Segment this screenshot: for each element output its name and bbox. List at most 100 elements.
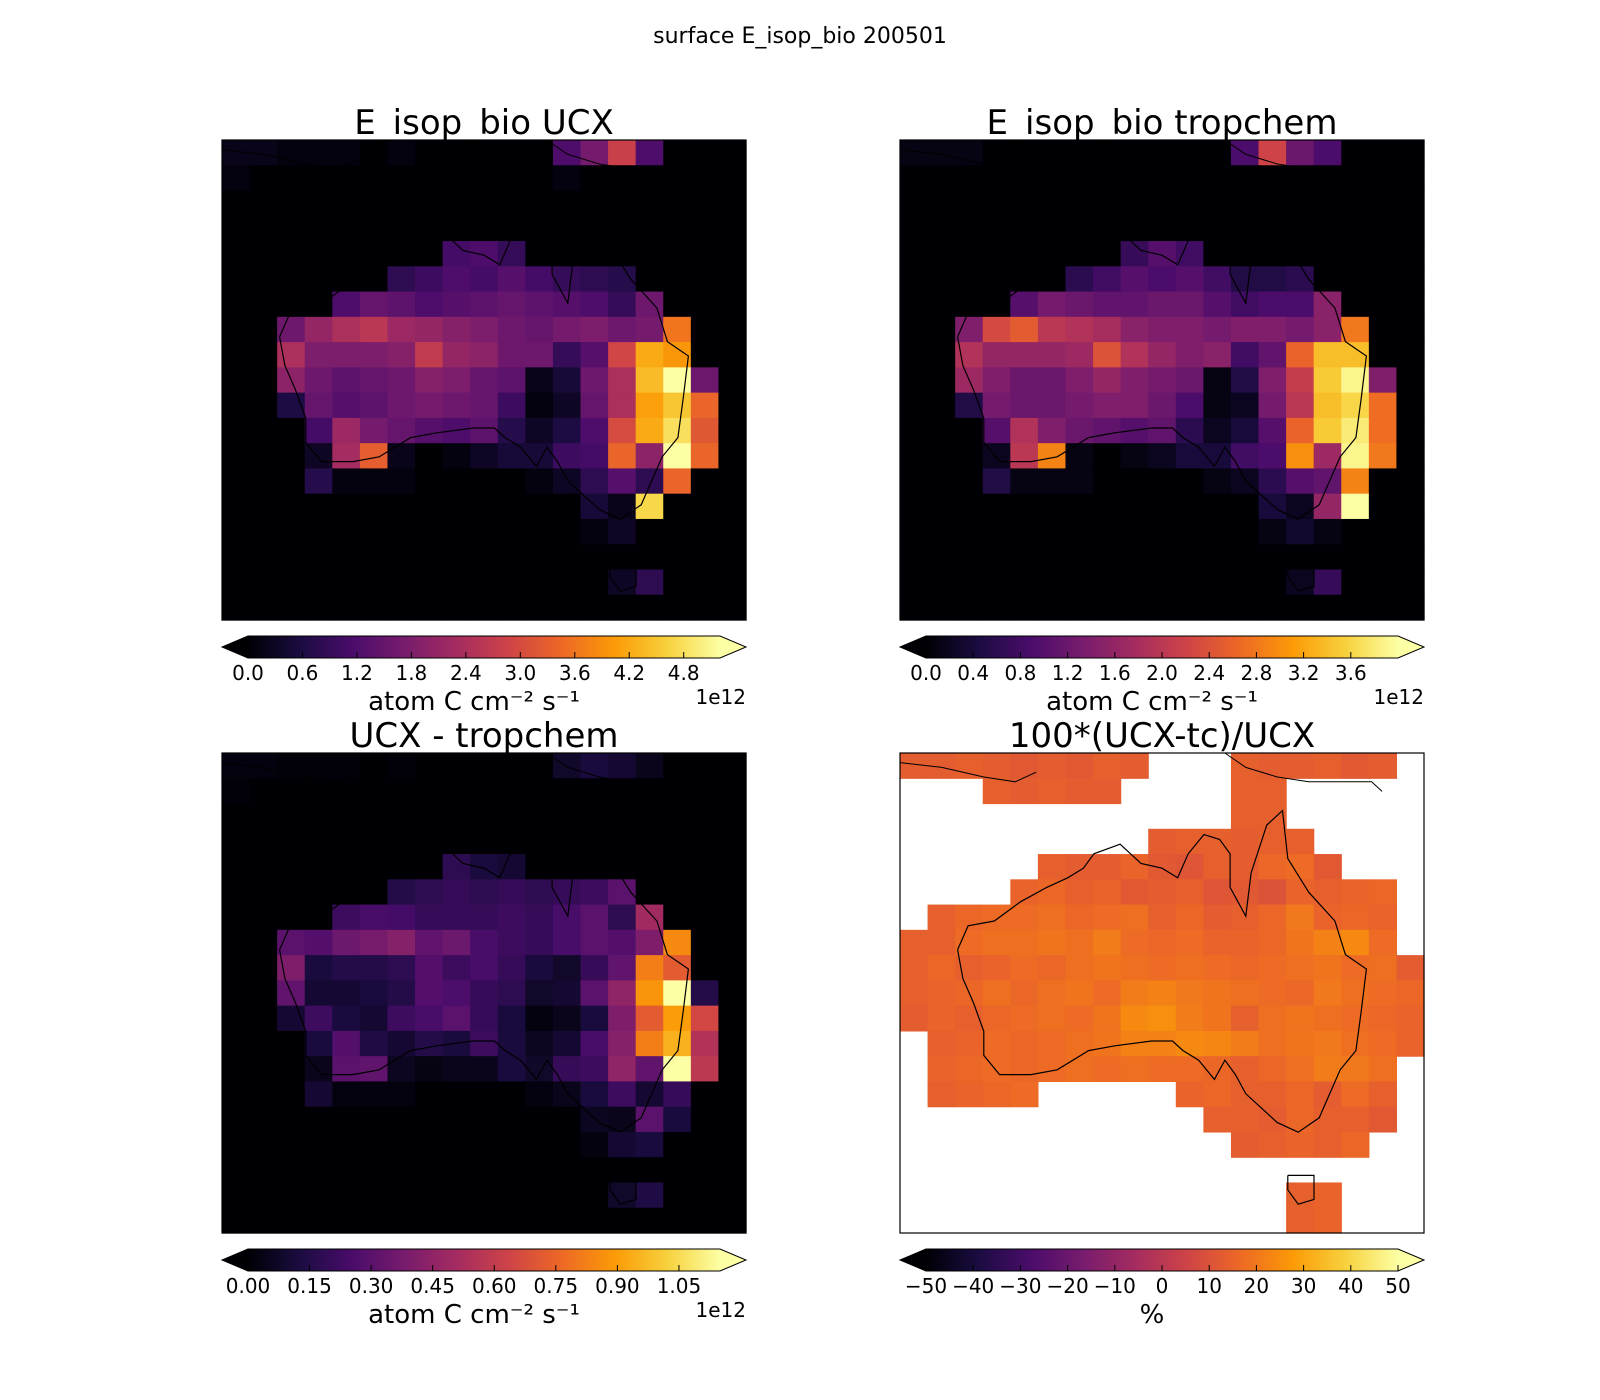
- heatmap-cell: [955, 904, 984, 931]
- heatmap-cell: [304, 753, 333, 779]
- heatmap-cell: [1065, 753, 1094, 779]
- colorbar-tick-label: 4.2: [613, 661, 645, 685]
- heatmap-cell: [608, 1056, 637, 1083]
- heatmap-cell: [525, 443, 554, 470]
- heatmap-cell: [580, 879, 609, 906]
- heatmap-cell: [1341, 291, 1370, 318]
- heatmap-cell: [415, 140, 444, 166]
- heatmap-cell: [580, 594, 609, 621]
- heatmap-cell: [718, 828, 747, 855]
- heatmap-cell: [359, 266, 389, 293]
- heatmap-cell: [497, 1157, 526, 1184]
- heatmap-cell: [608, 316, 637, 343]
- heatmap-cell: [1368, 753, 1398, 779]
- heatmap-cell: [1175, 594, 1204, 621]
- heatmap-cell: [332, 803, 361, 830]
- heatmap-cell: [608, 594, 637, 621]
- heatmap-cell: [277, 140, 306, 166]
- heatmap-cell: [1120, 980, 1149, 1007]
- heatmap-cell: [387, 753, 416, 779]
- heatmap-cell: [982, 778, 1011, 805]
- heatmap-cell: [415, 1106, 444, 1133]
- heatmap-cell: [1368, 140, 1398, 166]
- heatmap-cell: [1148, 1030, 1177, 1057]
- heatmap-cell: [718, 929, 747, 956]
- heatmap-cell: [332, 1056, 361, 1083]
- heatmap-cell: [1230, 1081, 1260, 1108]
- heatmap-cell: [690, 266, 720, 293]
- heatmap-cell: [442, 342, 471, 368]
- heatmap-cell: [1120, 291, 1149, 318]
- heatmap-cell: [442, 828, 471, 855]
- heatmap-cell: [1396, 569, 1425, 596]
- heatmap-cell: [1368, 1106, 1398, 1133]
- heatmap-cell: [1203, 1081, 1232, 1108]
- heatmap-cell: [982, 929, 1011, 956]
- heatmap-cell: [1148, 342, 1177, 368]
- heatmap-cell: [1341, 367, 1370, 394]
- heatmap-cell: [249, 980, 278, 1007]
- heatmap-cell: [927, 929, 956, 956]
- colorbar-tick-label: 0: [1156, 1274, 1169, 1298]
- heatmap-cell: [1175, 904, 1204, 931]
- heatmap-cell: [387, 929, 416, 956]
- colorbar: [248, 1249, 720, 1271]
- colorbar-tick-label: 2.4: [450, 661, 482, 685]
- heatmap-cell: [1010, 493, 1039, 520]
- heatmap-cell: [718, 778, 747, 805]
- heatmap-cell: [1093, 1056, 1122, 1083]
- heatmap-cell: [1175, 342, 1204, 368]
- panel-title: 100*(UCX-tc)/UCX: [1009, 716, 1315, 756]
- heatmap-cell: [900, 955, 929, 981]
- heatmap-cell: [690, 904, 720, 931]
- heatmap-cell: [1230, 1030, 1260, 1057]
- heatmap-cell: [635, 316, 664, 343]
- heatmap-cell: [580, 803, 609, 830]
- heatmap-cell: [442, 291, 471, 318]
- heatmap-cell: [982, 241, 1011, 267]
- heatmap-cell: [1341, 569, 1370, 596]
- heatmap-cell: [1258, 1106, 1287, 1133]
- heatmap-cell: [222, 1030, 251, 1057]
- heatmap-cell: [1175, 854, 1204, 880]
- heatmap-cell: [1010, 140, 1039, 166]
- heatmap-cell: [552, 544, 582, 571]
- heatmap-cell: [359, 1005, 389, 1032]
- colorbar-tick-label: 3.6: [559, 661, 591, 685]
- heatmap-cell: [1093, 392, 1122, 419]
- heatmap-cell: [359, 854, 389, 880]
- heatmap-cell: [1313, 215, 1342, 242]
- heatmap-cell: [1258, 544, 1287, 571]
- heatmap-cell: [1230, 904, 1260, 931]
- heatmap-cell: [1286, 879, 1315, 906]
- heatmap-cell: [222, 544, 251, 571]
- heatmap-cell: [387, 165, 416, 192]
- colorbar-tick-label: 20: [1244, 1274, 1269, 1298]
- heatmap-cell: [927, 904, 956, 931]
- heatmap-cell: [222, 904, 251, 931]
- heatmap-cell: [1258, 316, 1287, 343]
- heatmap-cell: [222, 342, 251, 368]
- heatmap-cell: [497, 1207, 526, 1234]
- tasmania-coastline: [1287, 561, 1315, 592]
- heatmap-cell: [387, 443, 416, 470]
- heatmap-cell: [1203, 417, 1232, 444]
- panel-diff: UCX - tropchem 0.00 0.15 0.30 0.45 0.60 0.75 0.…: [220, 716, 748, 1330]
- heatmap-cell: [442, 904, 471, 931]
- heatmap-cell: [249, 1056, 278, 1083]
- heatmap-cell: [525, 468, 554, 495]
- heatmap-cell: [1065, 266, 1094, 293]
- heatmap-cell: [277, 544, 306, 571]
- heatmap-cell: [1065, 544, 1094, 571]
- heatmap-cell: [442, 468, 471, 495]
- heatmap-cell: [1120, 342, 1149, 368]
- heatmap-cell: [1065, 594, 1094, 621]
- heatmap-cell: [1010, 190, 1039, 217]
- heatmap-cell: [277, 1207, 306, 1234]
- heatmap-cell: [359, 367, 389, 394]
- heatmap-cell: [1010, 753, 1039, 779]
- heatmap-cell: [900, 266, 929, 293]
- heatmap-cell: [1120, 392, 1149, 419]
- heatmap-cell: [222, 493, 251, 520]
- heatmap-cell: [332, 392, 361, 419]
